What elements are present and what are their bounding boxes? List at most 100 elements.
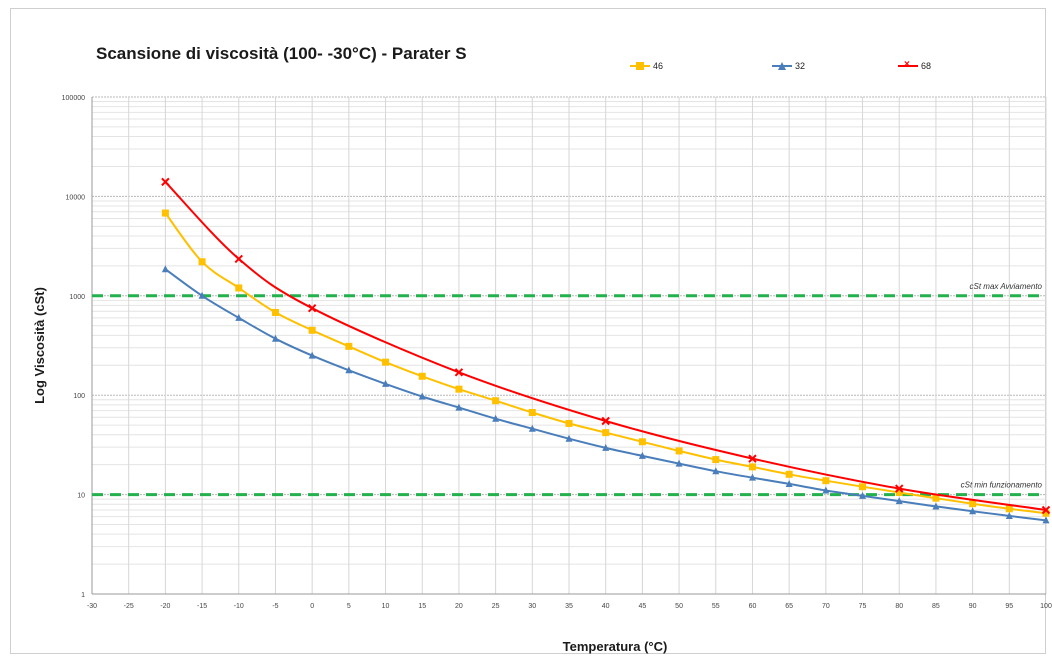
y-tick-label: 10000 [66, 194, 86, 201]
data-point-68 [234, 254, 243, 264]
data-point-32 [1042, 516, 1050, 524]
data-point-46 [895, 488, 903, 496]
data-point-32 [969, 507, 977, 515]
legend-swatch-46 [630, 60, 650, 72]
data-point-46 [235, 284, 243, 292]
legend: 46 32 × 68 [630, 58, 990, 74]
data-point-32 [932, 502, 940, 510]
data-point-46 [161, 209, 169, 217]
x-tick-label: 95 [1005, 603, 1013, 610]
data-point-46 [308, 326, 316, 334]
y-tick-label: 1000 [69, 294, 85, 301]
data-point-32 [859, 491, 867, 499]
data-point-32 [528, 424, 536, 432]
data-point-46 [198, 258, 206, 266]
data-point-46 [271, 308, 279, 316]
x-tick-label: 70 [822, 603, 830, 610]
data-point-46 [602, 429, 610, 437]
y-tick-label: 1 [81, 592, 85, 599]
x-tick-label: -20 [160, 603, 170, 610]
data-point-68 [307, 304, 317, 313]
reference-line-label: cSt min funzionamento [961, 481, 1043, 490]
x-tick-label: 65 [785, 603, 793, 610]
y-axis-label: Log Viscosità (cSt) [32, 287, 47, 404]
data-point-46 [969, 500, 977, 508]
data-point-32 [748, 473, 756, 481]
chart-title: Scansione di viscosità (100- -30°C) - Pa… [96, 44, 467, 63]
x-tick-label: 0 [310, 603, 314, 610]
data-point-46 [675, 447, 683, 455]
data-point-32 [418, 392, 426, 400]
x-tick-label: 15 [418, 603, 426, 610]
x-tick-label: 50 [675, 603, 683, 610]
data-point-68 [161, 177, 170, 187]
x-tick-label: 5 [347, 603, 351, 610]
data-point-32 [161, 265, 169, 273]
data-point-46 [345, 342, 353, 350]
data-point-68 [748, 454, 757, 463]
data-point-46 [822, 477, 830, 485]
x-axis-label: Temperatura (°C) [563, 639, 668, 654]
data-point-32 [271, 334, 279, 342]
legend-entry-32: 32 [772, 58, 805, 74]
data-point-46 [785, 470, 793, 478]
data-point-32 [382, 379, 390, 387]
data-point-32 [1005, 511, 1013, 519]
data-point-32 [822, 486, 830, 494]
data-point-32 [308, 351, 316, 359]
x-tick-label: -10 [234, 603, 244, 610]
data-point-46 [455, 385, 463, 393]
x-tick-label: 45 [638, 603, 646, 610]
x-tick-label: 10 [382, 603, 390, 610]
data-point-32 [638, 451, 646, 459]
legend-label-32: 32 [795, 61, 806, 71]
data-point-68 [895, 484, 904, 493]
data-point-32 [235, 313, 243, 321]
x-tick-label: 40 [602, 603, 610, 610]
data-point-46 [932, 494, 940, 502]
legend-label-46: 46 [653, 61, 664, 71]
data-point-32 [198, 291, 206, 299]
data-point-32 [895, 497, 903, 505]
data-point-32 [492, 414, 500, 422]
x-tick-label: 75 [859, 603, 867, 610]
x-tick-label: 85 [932, 603, 940, 610]
x-tick-label: 35 [565, 603, 573, 610]
x-tick-label: -30 [87, 603, 97, 610]
data-point-68 [601, 416, 610, 426]
x-tick-label: -25 [124, 603, 134, 610]
reference-line-label: cSt max Avviamento [970, 282, 1043, 291]
data-point-32 [675, 459, 683, 467]
y-tick-label: 100 [73, 393, 85, 400]
legend-swatch-68: × [898, 60, 918, 72]
data-point-46 [638, 438, 646, 446]
legend-label-68: 68 [921, 61, 932, 71]
x-tick-label: 100 [1040, 603, 1052, 610]
x-tick-label: 25 [492, 603, 500, 610]
x-tick-label: 90 [969, 603, 977, 610]
series-line-68 [164, 181, 1047, 511]
data-point-32 [455, 403, 463, 411]
x-tick-label: -15 [197, 603, 207, 610]
data-point-68 [454, 368, 464, 377]
data-point-46 [492, 397, 500, 405]
data-point-32 [345, 366, 353, 374]
x-tick-label: -5 [272, 603, 278, 610]
y-tick-label: 10 [77, 493, 85, 500]
data-point-46 [712, 456, 720, 464]
x-tick-label: 20 [455, 603, 463, 610]
data-point-32 [602, 443, 610, 451]
data-point-46 [1042, 509, 1050, 517]
x-tick-label: 30 [528, 603, 536, 610]
data-point-46 [528, 408, 536, 416]
legend-entry-46: 46 [630, 58, 663, 74]
data-point-32 [785, 479, 793, 487]
data-point-46 [382, 358, 390, 366]
data-point-68 [1041, 505, 1051, 515]
data-point-46 [1005, 505, 1013, 513]
x-tick-label: 55 [712, 603, 720, 610]
data-point-46 [748, 463, 756, 471]
x-tick-label: 80 [895, 603, 903, 610]
x-tick-label: 60 [749, 603, 757, 610]
